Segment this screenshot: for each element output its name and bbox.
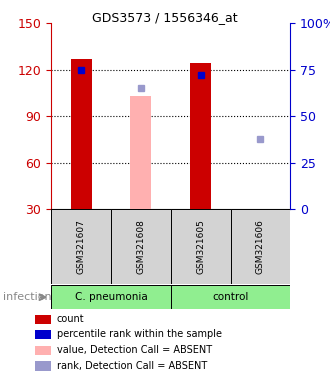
Text: count: count bbox=[57, 314, 84, 324]
Bar bbox=[35, 314, 51, 324]
Text: GSM321608: GSM321608 bbox=[136, 219, 146, 274]
Bar bbox=[171, 209, 231, 284]
Text: GDS3573 / 1556346_at: GDS3573 / 1556346_at bbox=[92, 12, 238, 25]
Text: rank, Detection Call = ABSENT: rank, Detection Call = ABSENT bbox=[57, 361, 207, 371]
Text: GSM321606: GSM321606 bbox=[256, 219, 265, 274]
Text: GSM321607: GSM321607 bbox=[77, 219, 85, 274]
Text: C. pneumonia: C. pneumonia bbox=[75, 292, 147, 302]
Bar bbox=[35, 361, 51, 371]
Bar bbox=[190, 63, 211, 209]
Text: infection: infection bbox=[3, 292, 52, 302]
Text: control: control bbox=[213, 292, 249, 302]
Bar bbox=[130, 96, 151, 209]
Bar bbox=[35, 346, 51, 355]
Text: GSM321605: GSM321605 bbox=[196, 219, 205, 274]
Bar bbox=[111, 209, 171, 284]
Bar bbox=[71, 59, 91, 209]
Bar bbox=[35, 330, 51, 339]
Bar bbox=[171, 285, 290, 309]
Bar bbox=[231, 209, 290, 284]
Text: percentile rank within the sample: percentile rank within the sample bbox=[57, 329, 222, 339]
Bar bbox=[51, 285, 171, 309]
Bar bbox=[51, 209, 111, 284]
Text: value, Detection Call = ABSENT: value, Detection Call = ABSENT bbox=[57, 345, 212, 355]
